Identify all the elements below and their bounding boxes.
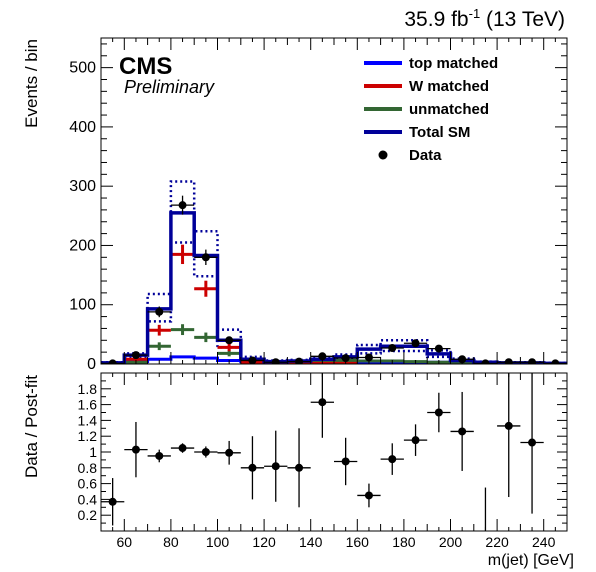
ratio-point bbox=[155, 451, 164, 460]
ratio-panel-frame bbox=[100, 372, 568, 532]
status-label: Preliminary bbox=[124, 77, 215, 97]
ratio-panel-content bbox=[101, 373, 544, 531]
x-tick-label: 180 bbox=[392, 534, 416, 550]
ratio-point bbox=[318, 398, 327, 407]
ratio-point bbox=[411, 436, 420, 445]
data-point bbox=[341, 354, 350, 363]
legend-item-unmatched: unmatched bbox=[364, 101, 489, 118]
data-point bbox=[411, 339, 420, 348]
axes: 60 80 100 120 140 160 180 200 220 240 0 100 200 300 40… bbox=[69, 37, 568, 550]
ratio-point bbox=[295, 463, 304, 472]
data-point bbox=[318, 352, 327, 361]
data-point bbox=[131, 351, 140, 360]
ratio-y-tick-label: 1.4 bbox=[78, 412, 98, 428]
ratio-y-tick-label: 0.6 bbox=[78, 476, 98, 492]
ratio-point bbox=[341, 457, 350, 466]
ratio-point bbox=[201, 448, 210, 456]
data-point bbox=[178, 201, 187, 210]
top-y-tick-label: 300 bbox=[69, 178, 96, 195]
ratio-point bbox=[225, 448, 234, 457]
legend-label-data: Data bbox=[409, 147, 442, 164]
total-sm-line bbox=[101, 211, 567, 364]
data-point bbox=[201, 253, 210, 262]
legend-label-w-matched: W matched bbox=[409, 78, 489, 95]
ratio-point bbox=[434, 408, 443, 417]
top-y-tick-label: 500 bbox=[69, 60, 96, 77]
legend-item-w-matched: W matched bbox=[364, 78, 489, 95]
lumi-label: 35.9 fb-1 (13 TeV) bbox=[404, 6, 565, 31]
x-tick-label: 80 bbox=[163, 534, 179, 550]
ratio-y-tick-label: 1.8 bbox=[78, 381, 98, 397]
legend-swatch-data bbox=[378, 150, 388, 160]
x-tick-label: 240 bbox=[532, 534, 556, 550]
ratio-point bbox=[458, 427, 467, 436]
legend-label-top-matched: top matched bbox=[409, 55, 498, 72]
ratio-y-tick-label: 0.8 bbox=[78, 460, 98, 476]
ratio-y-tick-label: 0.4 bbox=[78, 491, 98, 507]
top-y-tick-label: 200 bbox=[69, 237, 96, 254]
legend-item-total-sm: Total SM bbox=[364, 124, 470, 141]
x-tick-label: 200 bbox=[439, 534, 463, 550]
x-axis-title: m(jet) [GeV] bbox=[488, 552, 574, 569]
top-y-tick-label: 100 bbox=[69, 297, 96, 314]
data-point bbox=[225, 336, 234, 345]
x-tick-label: 220 bbox=[485, 534, 509, 550]
ratio-y-tick-label: 0.2 bbox=[78, 507, 98, 523]
ratio-point bbox=[248, 463, 257, 472]
ratio-point bbox=[388, 455, 397, 464]
legend-item-top-matched: top matched bbox=[364, 55, 498, 72]
x-tick-label: 100 bbox=[206, 534, 230, 550]
data-point bbox=[155, 307, 164, 316]
data-point bbox=[458, 355, 467, 364]
ratio-y-axis-title: Data / Post-fit bbox=[22, 375, 41, 478]
data-point bbox=[434, 344, 443, 353]
data-point bbox=[364, 353, 373, 362]
legend-label-total-sm: Total SM bbox=[409, 124, 470, 141]
x-tick-label: 120 bbox=[252, 534, 276, 550]
legend-item-data: Data bbox=[378, 147, 442, 164]
ratio-y-tick-label: 1.6 bbox=[78, 397, 98, 413]
ratio-point bbox=[178, 444, 187, 453]
ratio-point bbox=[504, 421, 513, 430]
data-point bbox=[388, 343, 397, 352]
ratio-y-tick-label: 1.2 bbox=[78, 428, 98, 444]
ratio-point bbox=[131, 445, 140, 454]
x-tick-label: 140 bbox=[299, 534, 323, 550]
ratio-point bbox=[364, 491, 373, 500]
top-y-tick-label: 0 bbox=[87, 356, 96, 373]
legend: top matched W matched unmatched Total SM… bbox=[364, 55, 498, 164]
legend-label-unmatched: unmatched bbox=[409, 101, 489, 118]
top-y-axis-title: Events / bin bbox=[22, 39, 41, 128]
top-panel-content bbox=[101, 180, 567, 364]
x-tick-label: 160 bbox=[346, 534, 370, 550]
ratio-point bbox=[271, 462, 280, 471]
top-y-tick-label: 400 bbox=[69, 119, 96, 136]
ratio-point bbox=[528, 438, 537, 447]
experiment-label: CMS bbox=[119, 53, 172, 80]
ratio-y-tick-label: 1 bbox=[89, 444, 97, 460]
x-tick-label: 60 bbox=[117, 534, 133, 550]
